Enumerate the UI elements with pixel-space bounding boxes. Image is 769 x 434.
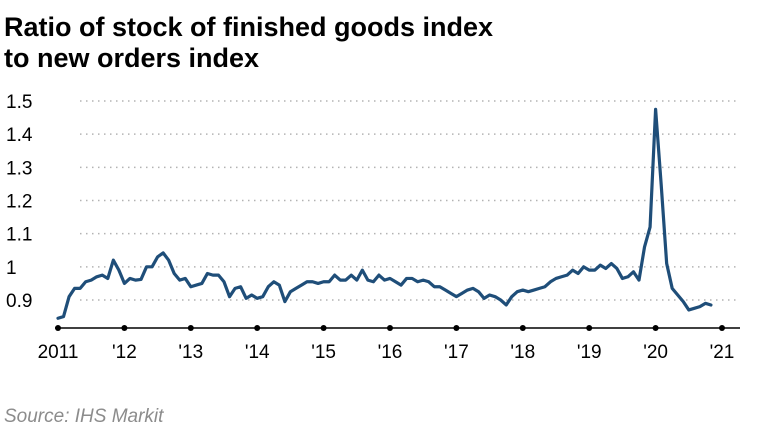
x-tick-label: '21 xyxy=(710,342,735,363)
y-axis-ticks: 0.9 1 1.1 1.2 1.3 1.4 1.5 xyxy=(6,92,33,312)
x-tick-label: '12 xyxy=(112,342,137,363)
x-tick-label: '17 xyxy=(444,342,469,363)
y-tick-label: 1.5 xyxy=(6,92,32,113)
y-tick-label: 1.2 xyxy=(6,192,32,213)
x-tick-label: '20 xyxy=(643,342,668,363)
x-tick-mark xyxy=(121,325,128,331)
x-tick-label: '19 xyxy=(577,342,602,363)
x-tick-label: '15 xyxy=(311,342,336,363)
gridlines xyxy=(80,100,740,301)
y-tick-label: 1 xyxy=(6,258,17,279)
x-tick-label: '16 xyxy=(378,342,403,363)
x-tick-mark xyxy=(254,325,261,331)
chart-title-line-1: Ratio of stock of finished goods index xyxy=(4,12,494,42)
x-tick-label: 2011 xyxy=(38,342,79,363)
y-tick-label: 1.1 xyxy=(6,225,32,246)
x-tick-mark xyxy=(519,325,526,331)
x-tick-mark xyxy=(586,325,593,331)
x-tick-mark xyxy=(453,325,460,331)
y-tick-label: 1.3 xyxy=(6,158,32,179)
y-tick-label: 0.9 xyxy=(6,291,32,312)
chart-title-line-2: to new orders index xyxy=(4,43,260,73)
chart-title: Ratio of stock of finished goods index t… xyxy=(4,12,493,74)
x-tick-mark xyxy=(652,325,659,331)
x-axis-ticks: 2011 '12 '13 '14 '15 '16 '17 '18 '19 '20 '21 xyxy=(38,325,735,363)
source-note: Source: IHS Markit xyxy=(4,406,164,427)
x-tick-mark xyxy=(387,325,393,331)
x-tick-label: '13 xyxy=(178,342,203,363)
x-tick-label: '18 xyxy=(510,342,535,363)
x-tick-mark xyxy=(187,325,194,331)
x-tick-mark xyxy=(55,325,61,331)
series-line-ratio xyxy=(56,107,713,320)
x-tick-mark xyxy=(719,325,725,331)
y-tick-label: 1.4 xyxy=(6,125,33,146)
x-tick-label: '14 xyxy=(245,342,270,363)
x-tick-mark xyxy=(320,325,327,331)
